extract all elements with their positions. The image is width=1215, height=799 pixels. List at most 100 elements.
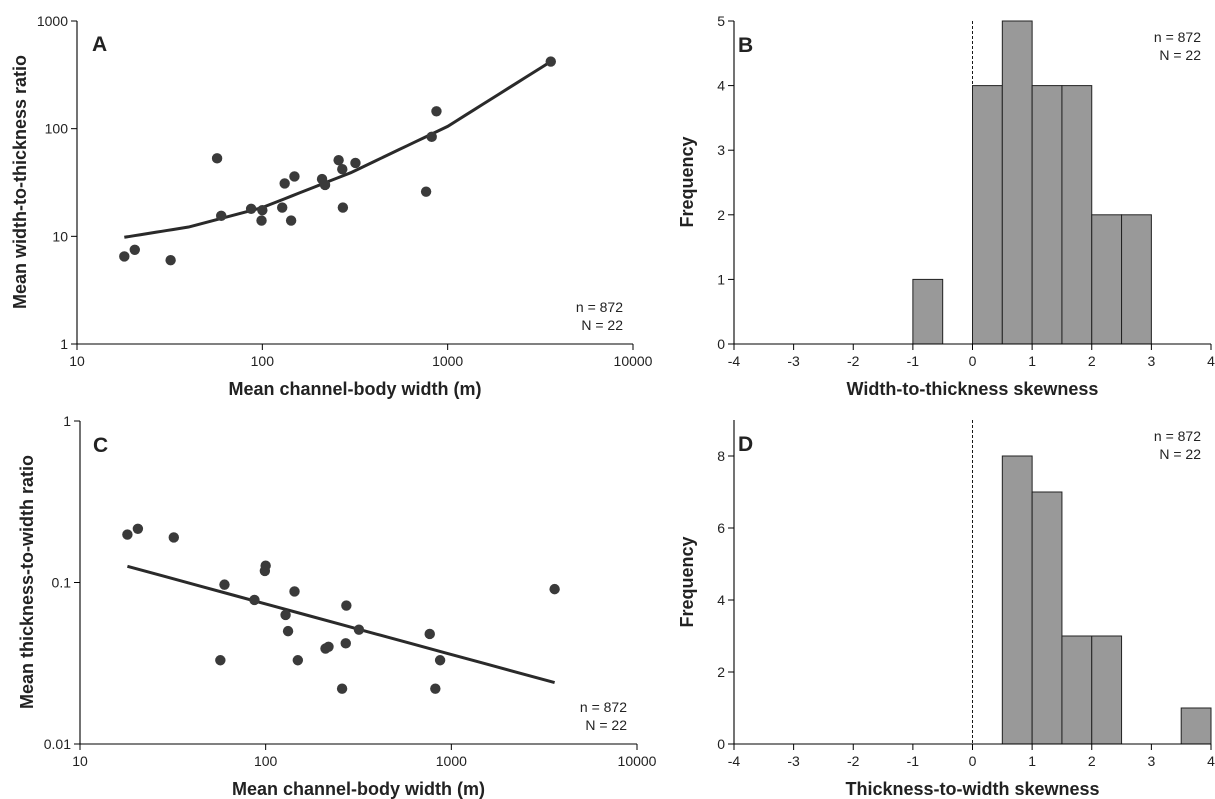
data-point xyxy=(249,594,260,606)
data-point xyxy=(211,153,223,164)
data-point xyxy=(431,106,442,117)
panel-letter: D xyxy=(738,433,753,456)
sample-count-annotation: n = 872 xyxy=(1154,29,1201,45)
data-point xyxy=(282,625,294,637)
x-tick-label: 2 xyxy=(1088,753,1096,769)
histogram-bar xyxy=(1091,214,1123,345)
data-point xyxy=(257,204,268,216)
x-tick-label: 10000 xyxy=(614,353,653,369)
histogram-bar xyxy=(1061,85,1093,345)
data-point xyxy=(219,579,230,590)
data-point xyxy=(337,202,349,213)
data-point xyxy=(280,609,291,621)
x-tick-label: 10 xyxy=(69,353,85,369)
y-tick-label: 0 xyxy=(717,736,725,752)
x-axis-title: Width-to-thickness skewness xyxy=(847,379,1099,399)
y-tick-label: 2 xyxy=(717,664,725,680)
data-point xyxy=(323,641,334,652)
x-tick-label: -4 xyxy=(728,353,741,369)
data-point xyxy=(215,655,226,666)
data-point xyxy=(168,532,179,543)
data-point xyxy=(256,215,267,226)
data-point xyxy=(434,655,446,666)
histogram-bar xyxy=(912,278,944,345)
y-tick-label: 4 xyxy=(717,592,725,608)
x-tick-label: 1000 xyxy=(432,353,463,369)
x-tick-label: 100 xyxy=(254,753,278,769)
panel-letter: B xyxy=(738,34,753,57)
data-point xyxy=(289,586,300,597)
data-point xyxy=(245,203,257,215)
data-point xyxy=(353,624,365,635)
y-tick-label: 0 xyxy=(717,336,725,352)
dataset-count-annotation: N = 22 xyxy=(1159,47,1201,63)
y-tick-label: 3 xyxy=(717,142,725,158)
dataset-count-annotation: N = 22 xyxy=(581,317,623,333)
x-tick-label: -1 xyxy=(907,753,920,769)
panel-letter: C xyxy=(93,434,108,457)
y-tick-label: 10 xyxy=(52,228,68,244)
data-point xyxy=(333,154,344,166)
regression-line xyxy=(127,564,556,685)
x-tick-label: 1 xyxy=(1028,753,1036,769)
sample-count-annotation: n = 872 xyxy=(580,699,627,715)
x-tick-label: -1 xyxy=(907,353,920,369)
y-axis-title: Mean width-to-thickness ratio xyxy=(10,55,30,309)
histogram-bar xyxy=(1180,707,1212,745)
data-point xyxy=(319,179,331,191)
x-tick-label: 10 xyxy=(72,753,88,769)
x-tick-label: -2 xyxy=(847,753,860,769)
histogram-bar xyxy=(1031,491,1063,745)
panel-d: -4 -3 -2 -1 0 1 2 3 4 0 2 4 6 8 Thickness-to-width ske… xyxy=(677,420,1215,799)
y-tick-label: 1 xyxy=(60,336,68,352)
y-tick-label: 2 xyxy=(717,207,725,223)
data-point xyxy=(340,638,351,649)
sample-count-annotation: n = 872 xyxy=(576,299,623,315)
y-tick-label: 0.01 xyxy=(44,736,71,752)
histogram-bar xyxy=(1091,635,1123,745)
x-tick-label: 3 xyxy=(1147,753,1155,769)
y-axis-title: Frequency xyxy=(677,536,697,627)
histogram-bar xyxy=(1031,85,1063,345)
data-point xyxy=(549,583,560,595)
histogram-bar xyxy=(972,85,1003,345)
data-point xyxy=(165,255,176,266)
data-point xyxy=(426,131,437,143)
data-point xyxy=(424,628,435,640)
sample-count-annotation: n = 872 xyxy=(1154,428,1201,444)
x-tick-label: 10000 xyxy=(618,753,657,769)
data-point xyxy=(420,186,432,197)
data-point xyxy=(341,600,352,611)
data-point xyxy=(216,210,227,222)
data-point xyxy=(119,251,130,262)
data-point xyxy=(350,157,361,169)
y-axis-title: Mean thickness-to-width ratio xyxy=(17,455,37,709)
x-tick-label: -4 xyxy=(728,753,741,769)
regression-line xyxy=(124,60,552,239)
y-tick-label: 4 xyxy=(717,78,725,94)
histogram-bar xyxy=(1121,214,1152,345)
y-tick-label: 8 xyxy=(717,448,725,464)
data-point xyxy=(545,56,556,67)
x-axis-title: Mean channel-body width (m) xyxy=(228,379,481,399)
dataset-count-annotation: N = 22 xyxy=(585,717,627,733)
data-point xyxy=(132,523,144,535)
dataset-count-annotation: N = 22 xyxy=(1159,446,1201,462)
x-tick-label: -3 xyxy=(787,353,800,369)
y-tick-label: 6 xyxy=(717,520,725,536)
x-tick-label: 100 xyxy=(251,353,275,369)
data-point xyxy=(337,164,348,175)
data-point xyxy=(279,178,290,189)
x-tick-label: 2 xyxy=(1088,353,1096,369)
data-point xyxy=(129,244,140,255)
data-point xyxy=(260,560,271,571)
data-point xyxy=(285,215,297,226)
panel-c: 10 100 1000 10000 0.01 0.1 1 Mean channel-body … xyxy=(17,413,657,799)
y-tick-label: 1 xyxy=(717,271,725,287)
x-tick-label: 3 xyxy=(1147,353,1155,369)
x-tick-label: 0 xyxy=(969,353,977,369)
x-tick-label: 1 xyxy=(1028,353,1036,369)
x-tick-label: 0 xyxy=(969,753,977,769)
